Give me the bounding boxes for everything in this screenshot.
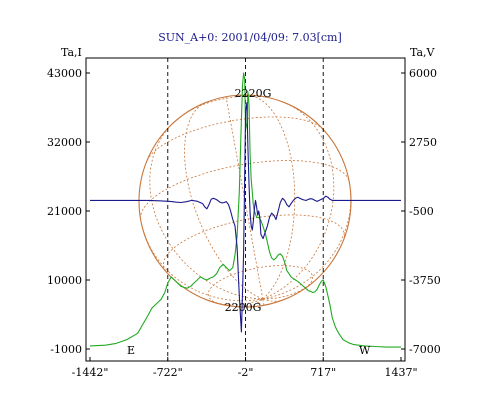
limb-label-east: E xyxy=(127,344,135,357)
longitude-line xyxy=(245,94,296,308)
field-label-bottom: 2200G xyxy=(225,301,262,314)
right-axis-title: Ta,V xyxy=(410,46,436,59)
latitude-line xyxy=(140,160,350,219)
x-tick-label: -722" xyxy=(153,366,183,379)
left-tick-label: 21000 xyxy=(47,205,82,218)
series-group xyxy=(89,72,401,348)
left-tick-label: 32000 xyxy=(47,136,82,149)
left-tick-label: -1000 xyxy=(50,343,82,356)
left-tick-label: 43000 xyxy=(47,67,82,80)
left-axis-title: Ta,I xyxy=(61,46,82,59)
right-axis-ticks: 6000 2750 -500 -3750 -7000 xyxy=(401,67,441,356)
left-axis-ticks: 43000 32000 21000 10000 -1000 xyxy=(47,67,90,356)
right-tick-label: -3750 xyxy=(409,274,441,287)
polarization-curve xyxy=(90,102,401,333)
x-tick-label: 1437" xyxy=(384,366,417,379)
longitude-line xyxy=(225,96,265,306)
right-tick-label: 2750 xyxy=(409,136,437,149)
x-axis-ticks: -1442" -722" -2" 717" 1437" xyxy=(72,357,418,379)
x-tick-label: -1442" xyxy=(72,366,109,379)
right-tick-label: 6000 xyxy=(409,67,437,80)
longitude-line xyxy=(149,124,315,300)
x-tick-label: 717" xyxy=(310,366,336,379)
latitude-line xyxy=(207,265,314,305)
limb-label-west: W xyxy=(359,344,371,357)
latitude-line xyxy=(163,214,345,272)
chart-title: SUN_A+0: 2001/04/09: 7.03[cm] xyxy=(158,31,342,44)
field-label-top: 2220G xyxy=(235,87,272,100)
longitude-line xyxy=(141,185,352,302)
intensity-curve xyxy=(89,72,401,348)
x-tick-label: -2" xyxy=(238,366,254,379)
right-tick-label: -7000 xyxy=(409,343,441,356)
right-tick-label: -500 xyxy=(409,205,434,218)
longitude-line xyxy=(208,103,335,306)
left-tick-label: 10000 xyxy=(47,274,82,287)
